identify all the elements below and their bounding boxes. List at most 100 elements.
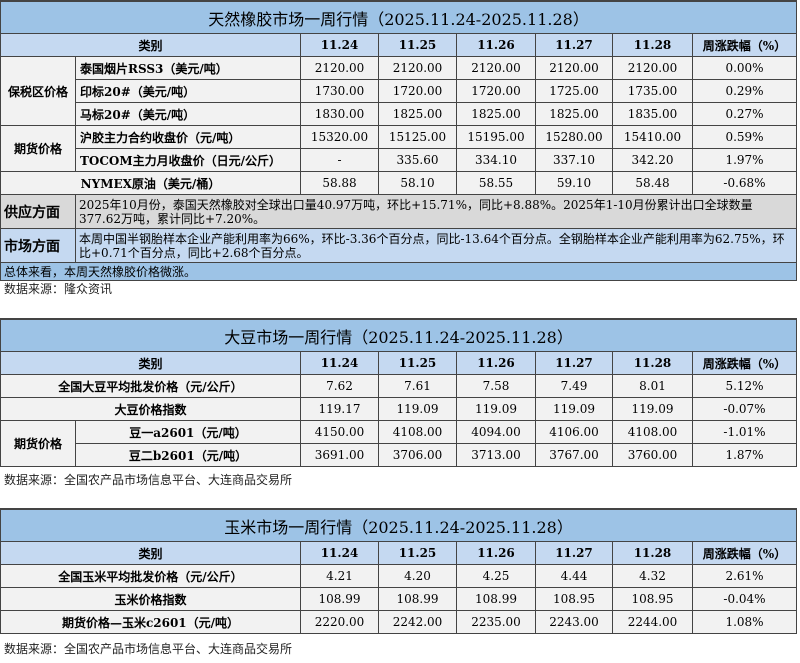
value-cell: 1.97%	[691, 148, 798, 172]
market-row: 市场方面 本周中国半钢胎样本企业产能利用率为66%，环比-3.36个百分点，同比-…	[0, 228, 798, 263]
value-cell: 0.29%	[691, 79, 798, 103]
table-title-row: 天然橡胶市场一周行情（2025.11.24-2025.11.28）	[0, 0, 798, 34]
value-cell: 334.10	[456, 148, 536, 172]
value-cell: 1825.00	[456, 102, 536, 126]
value-cell: 7.61	[378, 374, 457, 398]
value-cell: 15410.00	[612, 125, 693, 149]
corn-weekly-table: 玉米市场一周行情（2025.11.24-2025.11.28） 类别 11.24 11…	[0, 508, 798, 634]
summary-row: 总体来看，本周天然橡胶价格微涨。	[0, 262, 798, 281]
group-label-bonded: 保税区价格	[0, 56, 76, 126]
value-cell: 2235.00	[456, 610, 536, 634]
value-cell: 7.58	[456, 374, 536, 398]
value-cell: 4.32	[612, 564, 693, 588]
value-cell: 0.00%	[691, 56, 798, 80]
value-cell: 0.27%	[691, 102, 798, 126]
header-col-3: 11.26	[456, 541, 536, 565]
group-label-futures: 期货价格	[0, 125, 76, 172]
table-row: 期货价格 沪胶主力合约收盘价（元/吨） 15320.00 15125.00 15195.…	[0, 125, 798, 172]
value-cell: 4.21	[300, 564, 379, 588]
value-cell: 58.10	[378, 171, 457, 195]
header-col-6: 周涨跌幅（%）	[691, 33, 798, 57]
value-cell: 3706.00	[378, 443, 457, 467]
header-col-1: 11.24	[300, 351, 379, 375]
table-row: 印标20#（美元/吨） 1730.00 1720.00 1720.00 1725.00 1…	[1, 79, 798, 103]
table-title: 玉米市场一周行情（2025.11.24-2025.11.28）	[0, 508, 798, 542]
table-row: 保税区价格 泰国烟片RSS3（美元/吨） 2120.00 2120.00 2120.00…	[0, 56, 798, 126]
table-title: 大豆市场一周行情（2025.11.24-2025.11.28）	[0, 318, 798, 352]
header-row: 类别 11.24 11.25 11.26 11.27 11.28 周涨跌幅（%）	[0, 541, 798, 565]
value-cell: 1735.00	[612, 79, 693, 103]
corn-source: 数据来源：全国农产品市场信息平台、大连商品交易所	[4, 642, 293, 656]
row-label: 沪胶主力合约收盘价（元/吨）	[75, 125, 301, 149]
row-label: 豆一a2601（元/吨）	[75, 420, 301, 444]
value-cell: -0.04%	[691, 587, 798, 611]
market-label: 市场方面	[0, 228, 76, 263]
header-col-5: 11.28	[612, 541, 693, 565]
table-title: 天然橡胶市场一周行情（2025.11.24-2025.11.28）	[0, 0, 798, 34]
value-cell: 4108.00	[612, 420, 693, 444]
value-cell: 3713.00	[456, 443, 536, 467]
value-cell: 1.08%	[691, 610, 798, 634]
table-row: 马标20#（美元/吨） 1830.00 1825.00 1825.00 1825.00 1…	[1, 102, 798, 126]
header-row: 类别 11.24 11.25 11.26 11.27 11.28 周涨跌幅（%）	[0, 33, 798, 57]
value-cell: 4.25	[456, 564, 536, 588]
value-cell: 335.60	[378, 148, 457, 172]
value-cell: 58.55	[456, 171, 536, 195]
rubber-source: 数据来源：隆众资讯	[4, 282, 113, 296]
value-cell: 59.10	[535, 171, 613, 195]
value-cell: 2220.00	[300, 610, 379, 634]
value-cell: 1720.00	[378, 79, 457, 103]
value-cell: 3691.00	[300, 443, 379, 467]
soybean-source: 数据来源：全国农产品市场信息平台、大连商品交易所	[4, 473, 293, 487]
value-cell: -0.07%	[691, 397, 798, 421]
value-cell: 3760.00	[612, 443, 693, 467]
value-cell: 58.88	[300, 171, 379, 195]
header-col-4: 11.27	[535, 33, 613, 57]
table-row: 豆二b2601（元/吨） 3691.00 3706.00 3713.00 3767.00…	[1, 443, 798, 467]
value-cell: 5.12%	[691, 374, 798, 398]
value-cell: 2.61%	[691, 564, 798, 588]
value-cell: 108.95	[535, 587, 613, 611]
table-title-row: 大豆市场一周行情（2025.11.24-2025.11.28）	[0, 318, 798, 352]
value-cell: 4094.00	[456, 420, 536, 444]
value-cell: 4.44	[535, 564, 613, 588]
value-cell: 7.62	[300, 374, 379, 398]
header-col-5: 11.28	[612, 33, 693, 57]
market-text: 本周中国半钢胎样本企业产能利用率为66%，环比-3.36个百分点，同比-13.6…	[74, 228, 798, 263]
table-row: 全国玉米平均批发价格（元/公斤） 4.21 4.20 4.25 4.44 4.32 2.61…	[0, 564, 798, 588]
value-cell: 119.09	[456, 397, 536, 421]
value-cell: 108.99	[456, 587, 536, 611]
supply-text: 2025年10月份，泰国天然橡胶对全球出口量40.97万吨，环比+15.71%，…	[74, 194, 798, 229]
value-cell: -0.68%	[691, 171, 798, 195]
header-col-1: 11.24	[300, 541, 379, 565]
header-category: 类别	[0, 351, 301, 375]
row-label: 全国大豆平均批发价格（元/公斤）	[0, 374, 301, 398]
value-cell: 108.99	[378, 587, 457, 611]
value-cell: 1730.00	[300, 79, 379, 103]
value-cell: 2120.00	[378, 56, 457, 80]
soybean-weekly-table: 大豆市场一周行情（2025.11.24-2025.11.28） 类别 11.24 11…	[0, 318, 798, 467]
value-cell: 119.09	[378, 397, 457, 421]
header-col-2: 11.25	[378, 33, 457, 57]
value-cell: 2120.00	[456, 56, 536, 80]
value-cell: 1725.00	[535, 79, 613, 103]
table-row: NYMEX原油（美元/桶） 58.88 58.10 58.55 59.10 58.48 -0…	[0, 171, 798, 195]
value-cell: 15320.00	[300, 125, 379, 149]
header-col-2: 11.25	[378, 541, 457, 565]
value-cell: 1720.00	[456, 79, 536, 103]
table-title-row: 玉米市场一周行情（2025.11.24-2025.11.28）	[0, 508, 798, 542]
value-cell: 4.20	[378, 564, 457, 588]
value-cell: 4108.00	[378, 420, 457, 444]
value-cell: 1835.00	[612, 102, 693, 126]
row-label: NYMEX原油（美元/桶）	[0, 171, 301, 195]
value-cell: 8.01	[612, 374, 693, 398]
group-label-futures: 期货价格	[0, 420, 76, 467]
header-category: 类别	[0, 541, 301, 565]
value-cell: 7.49	[535, 374, 613, 398]
value-cell: 2242.00	[378, 610, 457, 634]
row-label: 全国玉米平均批发价格（元/公斤）	[0, 564, 301, 588]
value-cell: 4150.00	[300, 420, 379, 444]
header-col-4: 11.27	[535, 351, 613, 375]
table-row: 大豆价格指数 119.17 119.09 119.09 119.09 119.09 -0.0…	[0, 397, 798, 421]
row-label: 马标20#（美元/吨）	[75, 102, 301, 126]
